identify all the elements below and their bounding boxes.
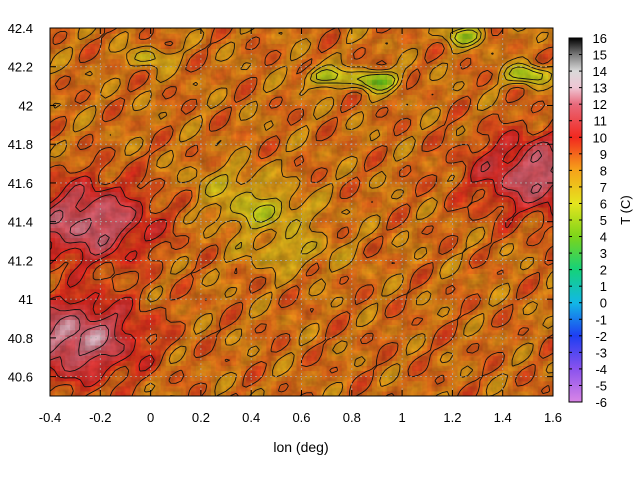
chart: -0.4 -0.2 0 0.2 0.4 0.6 0.8 1 1.2 1.4 1.6 40.640.8… — [8, 21, 633, 455]
